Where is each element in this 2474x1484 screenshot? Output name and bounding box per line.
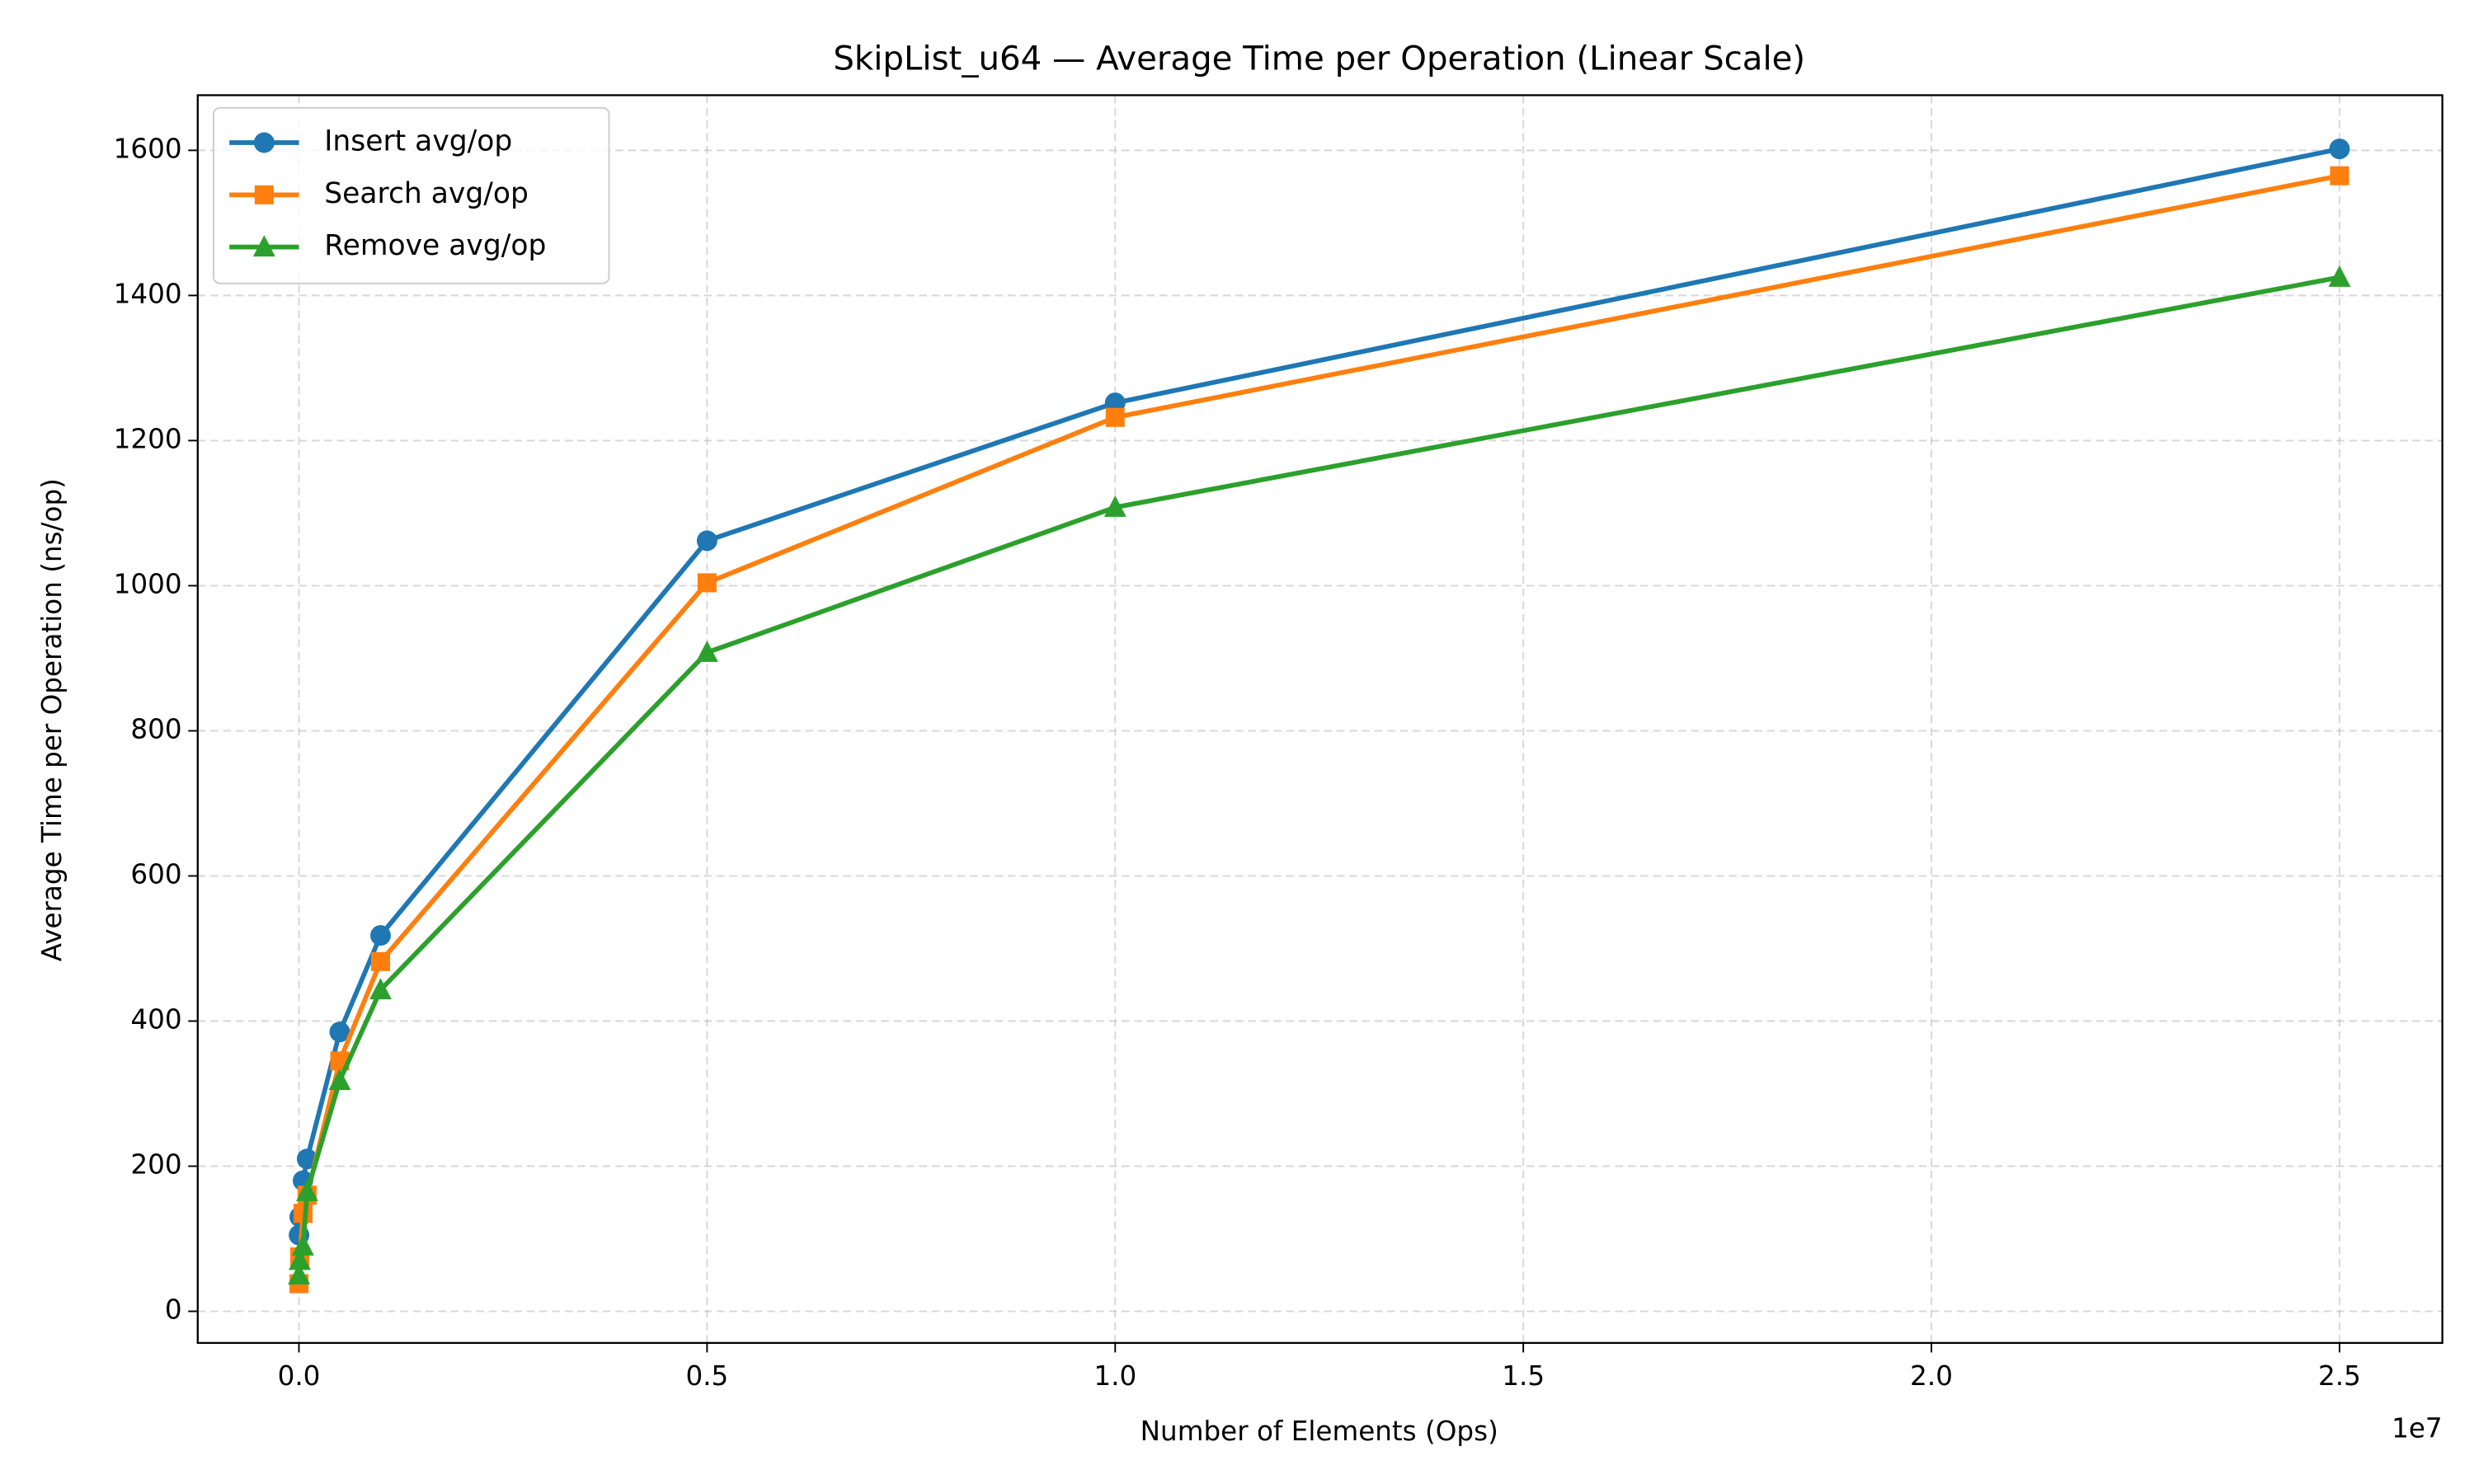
data-point	[295, 1179, 318, 1201]
legend-marker	[254, 185, 274, 204]
y-tick-label: 200	[130, 1149, 181, 1181]
x-tick-label: 1.0	[1094, 1360, 1136, 1392]
data-point	[695, 641, 718, 662]
legend-label: Search avg/op	[324, 177, 529, 210]
legend-label: Insert avg/op	[324, 125, 512, 158]
y-tick-label: 1400	[114, 278, 182, 309]
x-tick-label: 2.0	[1910, 1360, 1953, 1392]
data-point	[2329, 139, 2350, 160]
data-point	[370, 951, 390, 971]
x-offset-label: 1e7	[2392, 1412, 2443, 1444]
y-tick-label: 1200	[114, 423, 182, 454]
data-point	[370, 925, 391, 946]
y-tick-label: 400	[130, 1003, 181, 1035]
y-tick-label: 1600	[114, 133, 182, 164]
y-tick-label: 0	[165, 1294, 182, 1326]
data-point	[329, 1021, 350, 1043]
data-point	[328, 1068, 351, 1091]
series-line	[296, 275, 2340, 1275]
x-tick-label: 0.5	[685, 1360, 728, 1392]
data-point	[1105, 407, 1125, 427]
data-point	[697, 573, 717, 593]
data-point	[2330, 166, 2349, 186]
x-axis-label: Number of Elements (Ops)	[1141, 1416, 1498, 1447]
legend-box	[212, 106, 610, 284]
data-point	[289, 1248, 311, 1270]
legend-marker	[253, 132, 275, 153]
data-point	[696, 530, 717, 552]
y-axis-label: Average Time per Operation (ns/op)	[36, 478, 68, 961]
series-line	[296, 146, 2340, 1236]
data-point	[369, 978, 392, 1000]
x-tick-label: 1.5	[1502, 1360, 1545, 1392]
legend-label: Remove avg/op	[324, 229, 546, 262]
chart-title: SkipList_u64 — Average Time per Operatio…	[833, 40, 1805, 77]
data-point	[288, 1263, 311, 1285]
data-point	[292, 1233, 314, 1256]
series-line	[296, 173, 2340, 1284]
data-point	[2328, 265, 2351, 287]
x-tick-label: 2.5	[2318, 1360, 2361, 1392]
y-tick-label: 1000	[114, 568, 182, 599]
y-tick-label: 800	[130, 713, 181, 744]
plot-frame	[196, 94, 2443, 1345]
x-tick-label: 0.0	[278, 1360, 321, 1392]
legend-marker	[252, 235, 275, 257]
y-tick-label: 600	[130, 858, 181, 890]
data-point	[1103, 495, 1126, 517]
